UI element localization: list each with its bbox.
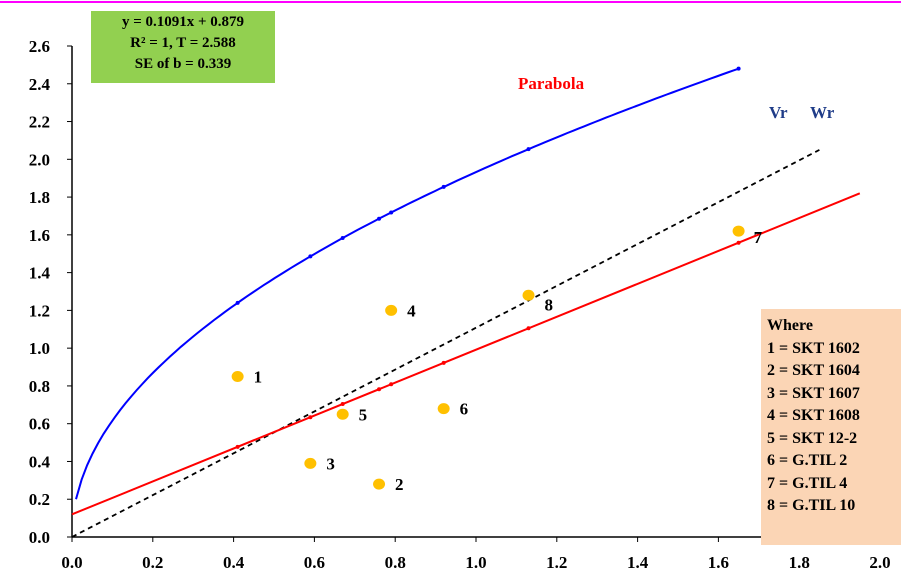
y-tick-label: 0.4 <box>29 452 51 471</box>
y-tick-label: 2.6 <box>29 37 50 56</box>
x-tick-label: 1.8 <box>789 553 810 572</box>
line-markers <box>235 66 741 449</box>
data-point-label: 2 <box>395 475 404 494</box>
data-point <box>732 225 745 237</box>
y-tick-label: 1.4 <box>29 264 51 283</box>
regression-line <box>71 192 861 516</box>
y-tick-label: 2.0 <box>29 150 50 169</box>
data-point-label: 3 <box>326 454 335 473</box>
x-tick-label: 0.4 <box>223 553 245 572</box>
parabola-marker <box>340 236 345 241</box>
data-point-label: 8 <box>545 295 554 314</box>
regression-marker <box>389 382 394 387</box>
equation-line: y = 0.1091x + 0.879 <box>121 14 245 30</box>
x-tick-label: 1.2 <box>546 553 567 572</box>
y-tick-label: 1.8 <box>29 188 50 207</box>
point-labels: 1 2 3 4 5 6 7 8 <box>254 228 763 494</box>
legend-item: 1 = SKT 1602 <box>767 339 860 357</box>
y-axis-ticks: 0.0 0.2 0.4 0.6 0.8 1.0 1.2 1.4 1.6 1.8 2.0 2.2 2.4 2… <box>29 37 72 547</box>
parabola-marker <box>441 184 446 189</box>
legend-item: 3 = SKT 1607 <box>767 384 860 402</box>
parabola-label: Parabola <box>518 74 585 93</box>
y-tick-label: 1.6 <box>29 226 50 245</box>
x-tick-label: 0.2 <box>142 553 163 572</box>
legend-title: Where <box>767 317 813 334</box>
legend-box: Where 1 = SKT 1602 2 = SKT 1604 3 = SKT … <box>761 309 901 545</box>
parabola-marker <box>377 216 382 221</box>
y-tick-label: 0.8 <box>29 377 50 396</box>
data-point-label: 1 <box>254 367 263 386</box>
data-point <box>336 408 349 420</box>
data-point <box>373 478 386 490</box>
parabola-marker <box>526 147 531 152</box>
legend-item: 7 = G.TIL 4 <box>767 474 848 492</box>
y-tick-label: 0.6 <box>29 415 50 434</box>
parabola-marker <box>389 210 394 215</box>
legend-item: 5 = SKT 12-2 <box>767 429 858 447</box>
regression-marker <box>235 444 240 449</box>
regression-marker <box>340 402 345 407</box>
wr-label: Wr <box>810 103 835 122</box>
y-tick-label: 2.4 <box>29 75 51 94</box>
y-tick-label: 1.0 <box>29 339 50 358</box>
y-tick-label: 1.2 <box>29 301 50 320</box>
parabola-curve <box>75 67 739 500</box>
regression-marker <box>308 415 313 420</box>
x-tick-label: 1.0 <box>465 553 486 572</box>
data-point-label: 6 <box>460 400 469 419</box>
regression-marker <box>526 326 531 331</box>
x-tick-label: 1.6 <box>708 553 729 572</box>
parabola-marker <box>235 300 240 305</box>
chart-lines <box>71 67 861 538</box>
data-point <box>385 304 398 316</box>
x-tick-label: 1.4 <box>627 553 649 572</box>
chart-axes <box>71 46 880 538</box>
y-tick-label: 0.0 <box>29 528 50 547</box>
x-tick-label: 0.6 <box>304 553 325 572</box>
regression-marker <box>377 387 382 392</box>
x-tick-label: 0.8 <box>385 553 406 572</box>
data-point-label: 7 <box>754 228 763 247</box>
r-squared-line: R² = 1, T = 2.588 <box>130 35 236 51</box>
legend-item: 2 = SKT 1604 <box>767 362 860 379</box>
y-tick-label: 0.2 <box>29 490 50 509</box>
x-tick-label: 2.0 <box>869 553 890 572</box>
data-point-label: 5 <box>359 405 368 424</box>
x-axis-ticks: 0.0 0.2 0.4 0.6 0.8 1.0 1.2 1.4 1.6 1.8 2.0 <box>61 537 891 572</box>
legend-item: 6 = G.TIL 2 <box>767 452 848 469</box>
data-point <box>437 403 450 415</box>
parabola-marker <box>308 254 313 259</box>
x-tick-label: 0.0 <box>61 553 82 572</box>
vr-label: Vr <box>769 103 788 122</box>
y-tick-label: 2.2 <box>29 113 50 132</box>
data-point <box>522 289 535 301</box>
regression-equation-box: y = 0.1091x + 0.879 R² = 1, T = 2.588 SE… <box>91 11 275 83</box>
regression-marker <box>441 360 446 365</box>
legend-item: 4 = SKT 1608 <box>767 407 860 424</box>
legend-item: 8 = G.TIL 10 <box>767 497 856 514</box>
standard-error-line: SE of b = 0.339 <box>134 56 232 72</box>
parabola-marker <box>736 66 741 71</box>
data-point <box>304 457 317 469</box>
regression-marker <box>736 240 741 245</box>
data-points <box>231 225 745 490</box>
data-point-label: 4 <box>407 301 416 320</box>
data-point <box>231 370 244 382</box>
